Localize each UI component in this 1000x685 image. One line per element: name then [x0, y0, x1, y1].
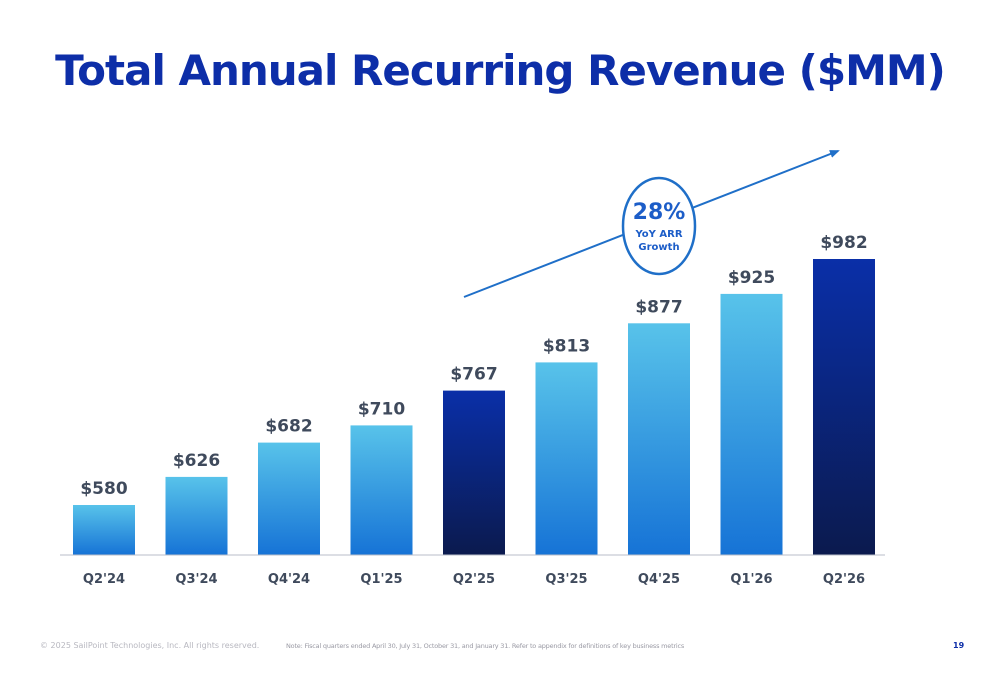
bar-q225: [443, 390, 505, 555]
bar-value-label: $580: [80, 479, 127, 499]
growth-value: 28%: [633, 200, 686, 225]
bar-q126: [720, 293, 783, 555]
x-tick-label: Q4'25: [638, 572, 680, 587]
bar-value-label: $877: [635, 297, 682, 317]
copyright-text: © 2025 SailPoint Technologies, Inc. All …: [40, 641, 260, 650]
x-tick-label: Q2'24: [83, 572, 125, 587]
x-tick-label: Q1'25: [360, 572, 402, 587]
bar-q224: [73, 505, 135, 555]
x-tick-label: Q2'26: [823, 572, 865, 587]
page-number: 19: [953, 641, 965, 650]
bar-q125: [350, 425, 413, 555]
bar-value-label: $682: [265, 417, 312, 437]
x-tick-label: Q2'25: [453, 572, 495, 587]
chart-title: Total Annual Recurring Revenue ($MM): [55, 46, 946, 95]
bar-q325: [535, 362, 598, 555]
x-tick-label: Q3'24: [175, 572, 217, 587]
growth-label-line2: Growth: [638, 242, 679, 253]
x-tick-label: Q1'26: [730, 572, 772, 587]
footnote-text: Note: Fiscal quarters ended April 30, Ju…: [286, 642, 685, 650]
x-tick-labels-group: Q2'24 Q3'24 Q4'24 Q1'25 Q2'25 Q3'25 Q4'25 Q1'26…: [83, 572, 865, 587]
bar-q425: [628, 323, 690, 555]
bar-q324: [165, 476, 228, 555]
bars-group: [73, 259, 875, 555]
growth-callout-circle: [621, 176, 697, 276]
bar-q424: [258, 442, 320, 555]
bar-value-label: $710: [358, 399, 405, 419]
bar-value-label: $626: [173, 451, 220, 471]
bar-value-label: $767: [450, 365, 497, 385]
bar-q226: [813, 259, 875, 555]
bar-labels-group: $580 $626 $682 $710 $767 $813 $877 $925 $982: [80, 233, 867, 499]
growth-label-line1: YoY ARR: [634, 229, 682, 240]
x-tick-label: Q4'24: [268, 572, 310, 587]
growth-callout: 28% YoY ARR Growth: [621, 176, 697, 276]
bar-value-label: $982: [820, 233, 867, 253]
bar-value-label: $813: [543, 336, 590, 356]
x-tick-label: Q3'25: [545, 572, 587, 587]
bar-value-label: $925: [728, 268, 775, 288]
